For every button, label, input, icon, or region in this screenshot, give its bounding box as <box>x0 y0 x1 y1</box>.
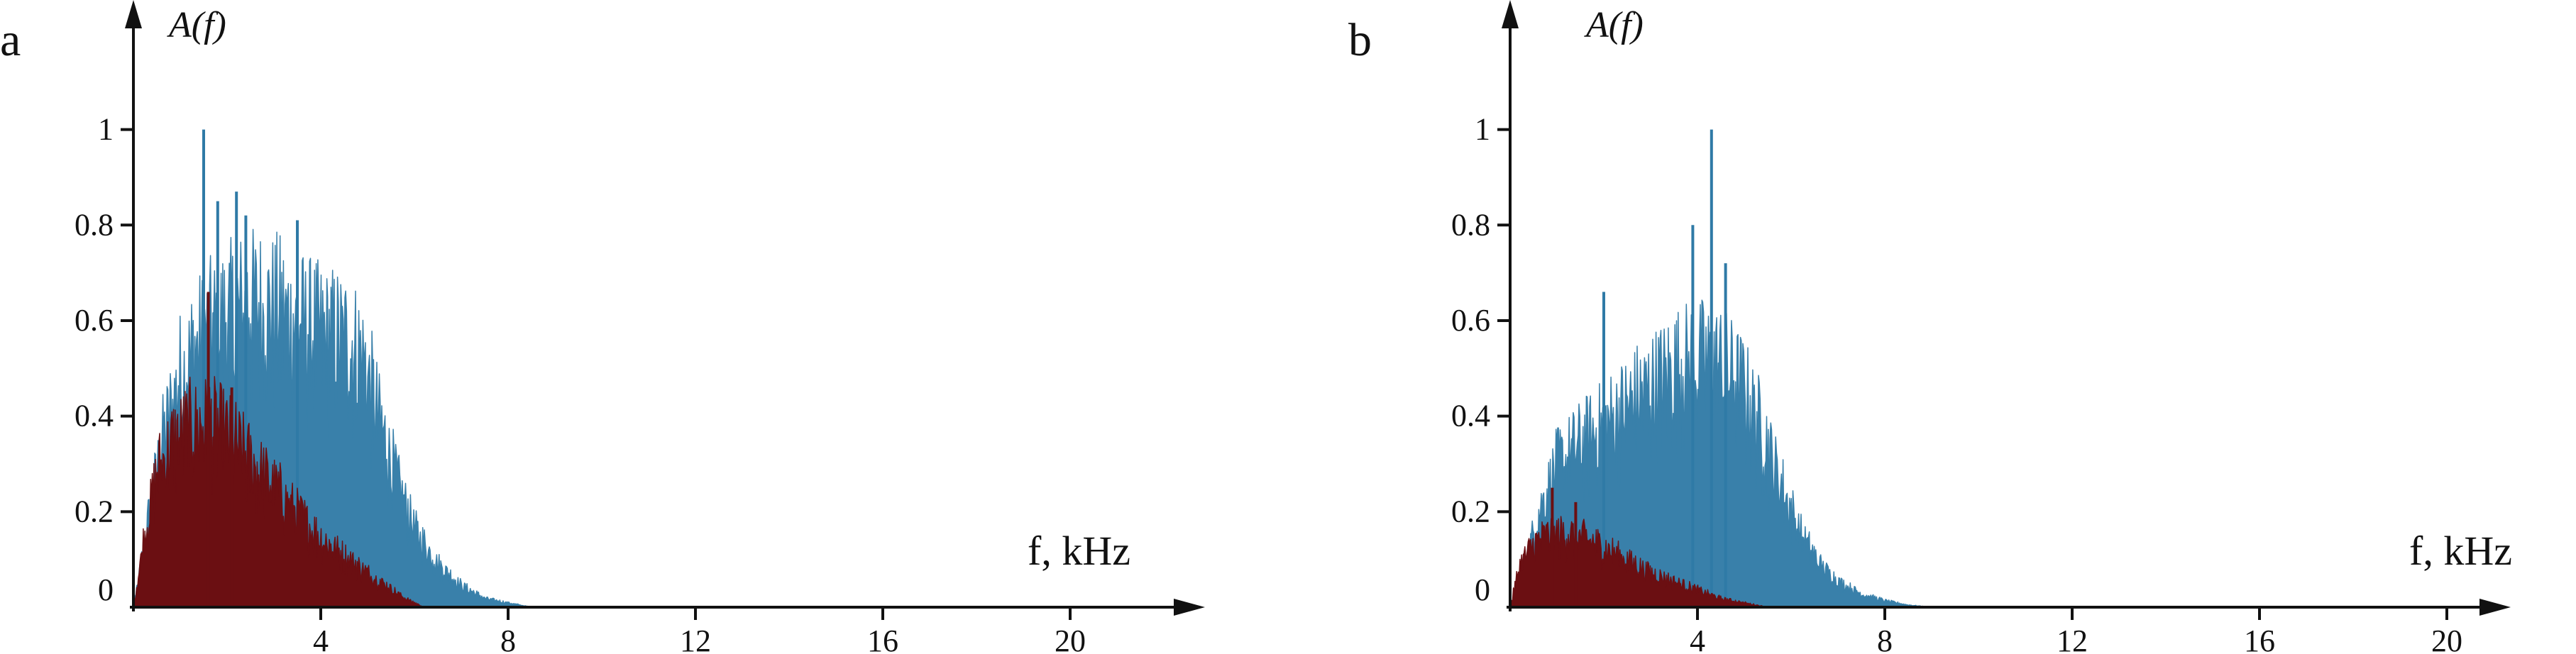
panel-b: b A(f) f, kHz <box>1348 5 2512 574</box>
panel-a-xtick-label-3: 16 <box>867 623 898 654</box>
panel-b-ytick-label-0: 0 <box>1475 572 1490 607</box>
panel-b-letter: b <box>1348 14 1372 66</box>
panel-b-ytick-label-1: 0.2 <box>1451 494 1490 528</box>
panel-b-ytick-label-2: 0.4 <box>1451 399 1490 433</box>
panel-a-series-1-area <box>133 376 425 608</box>
panel-a-xtick-label-2: 12 <box>680 623 711 654</box>
panel-b-x-arrow <box>2479 599 2511 616</box>
panel-a-letter: a <box>0 14 21 66</box>
panel-b-xtick-label-0: 4 <box>1690 623 1705 654</box>
panel-a-ytick-label-3: 0.6 <box>75 303 114 338</box>
panel-a-ytick-label-5: 1 <box>98 112 114 147</box>
panel-b-xtick-label-1: 8 <box>1877 623 1893 654</box>
panel-a-y-arrow <box>125 0 142 28</box>
panel-b-series-0-area <box>1509 299 1933 608</box>
panel-b-ylabel: A(f) <box>1584 5 1644 45</box>
panel-b-ytick-label-5: 1 <box>1475 112 1490 147</box>
panel-b-y-arrow <box>1502 0 1519 28</box>
panel-a-xtick-label-0: 4 <box>313 623 329 654</box>
panel-b-ytick-label-3: 0.6 <box>1451 303 1490 338</box>
panel-b-xtick-label-2: 12 <box>2057 623 2088 654</box>
panel-a-x-arrow <box>1174 599 1205 616</box>
panel-a-ytick-label-2: 0.4 <box>75 399 114 433</box>
panel-a-xtick-label-1: 8 <box>500 623 516 654</box>
panel-a-xtick-label-4: 20 <box>1055 623 1086 654</box>
plot-layer: 0 0.2 0.4 0.6 0.8 1 4 8 12 16 20 0 0.2 0.4 0.6 0.8 1 4 8 12… <box>75 0 2511 654</box>
panel-b-ytick-label-4: 0.8 <box>1451 207 1490 242</box>
panel-a-ytick-label-1: 0.2 <box>75 494 114 528</box>
panel-a-ytick-label-4: 0.8 <box>75 207 114 242</box>
panel-b-xlabel: f, kHz <box>2409 528 2512 574</box>
panel-b-xtick-label-3: 16 <box>2244 623 2275 654</box>
panel-a-ylabel: A(f) <box>167 5 226 45</box>
panel-b-xtick-label-4: 20 <box>2431 623 2462 654</box>
panel-a-ytick-label-0: 0 <box>98 572 114 607</box>
panel-a-xlabel: f, kHz <box>1028 528 1130 574</box>
panel-a: a A(f) f, kHz <box>0 5 1130 574</box>
